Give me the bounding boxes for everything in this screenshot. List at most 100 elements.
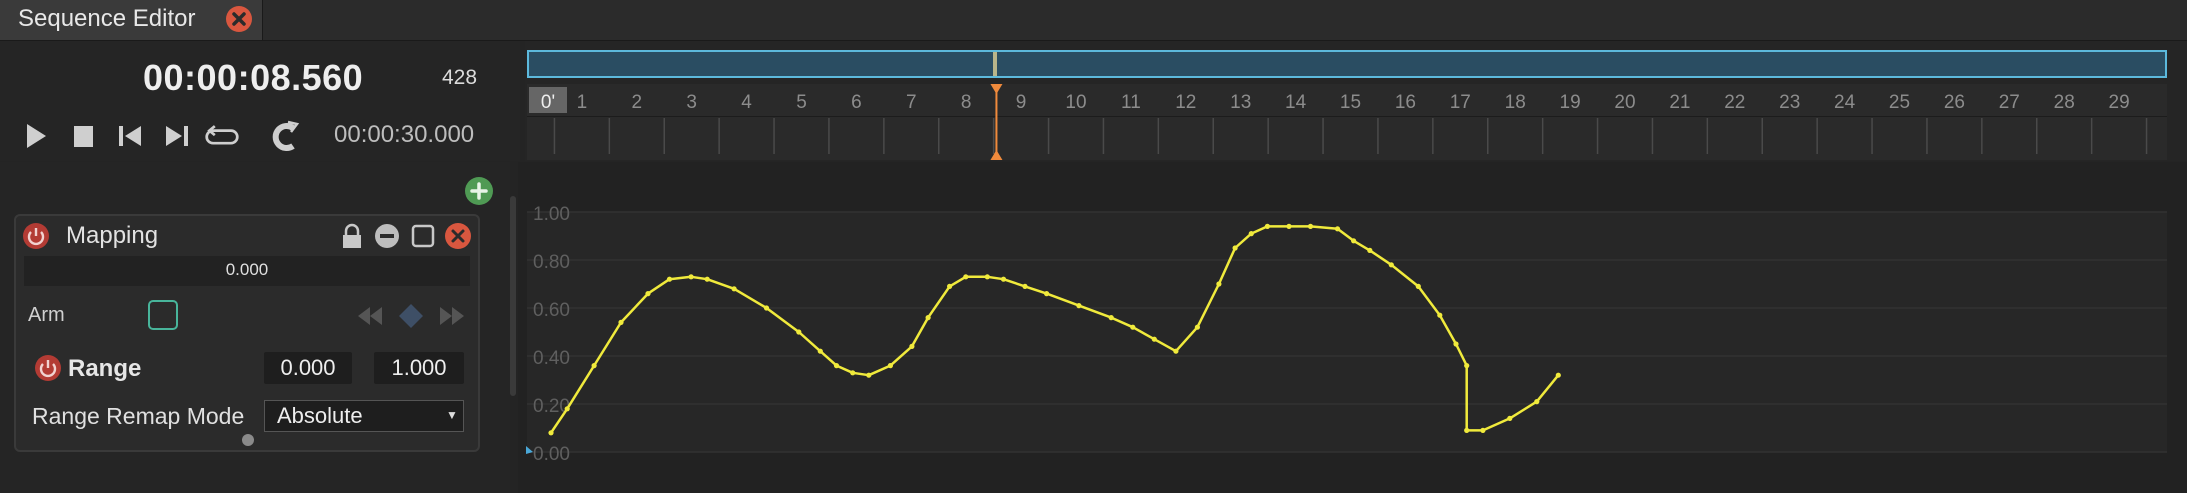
curve-keyframe[interactable] <box>645 291 651 297</box>
curve-keyframe[interactable] <box>1334 226 1341 232</box>
timeline-scrollbar[interactable] <box>527 50 2167 78</box>
curve-keyframe[interactable] <box>1351 238 1357 244</box>
total-duration[interactable]: 00:00:30.000 <box>334 121 475 148</box>
curve-keyframe[interactable] <box>1076 303 1082 309</box>
add-layer-icon[interactable] <box>464 176 494 206</box>
curve-keyframe[interactable] <box>1415 283 1421 289</box>
ruler-tick-label: 22 <box>1724 92 1745 113</box>
curve-keyframe[interactable] <box>925 315 931 321</box>
loop-icon[interactable] <box>204 118 240 154</box>
y-tick-label: 0.40 <box>533 348 570 369</box>
playhead-top-marker <box>990 84 1003 94</box>
range-max-field[interactable]: 1.000 <box>374 352 464 384</box>
curve-keyframe[interactable] <box>548 430 554 436</box>
curve-keyframe[interactable] <box>1151 336 1157 342</box>
curve-keyframe[interactable] <box>833 363 840 369</box>
ruler-tick-label: 13 <box>1230 92 1251 113</box>
y-tick-label: 0.60 <box>533 300 570 321</box>
curve-keyframe[interactable] <box>850 370 856 376</box>
ruler-tick-label: 24 <box>1834 92 1856 113</box>
playhead[interactable] <box>990 84 1003 160</box>
layer-power-icon[interactable] <box>22 222 50 250</box>
arm-checkbox[interactable] <box>148 300 178 330</box>
lock-icon[interactable] <box>339 222 365 250</box>
previous-icon[interactable] <box>112 118 148 154</box>
curve-keyframe[interactable] <box>1232 245 1238 251</box>
stop-icon[interactable] <box>65 118 101 154</box>
current-timecode: 00:00:08.560 <box>143 57 364 98</box>
ruler-tick-label: 11 <box>1121 92 1141 113</box>
curve-keyframe[interactable] <box>963 274 969 280</box>
curve-keyframe[interactable] <box>1507 415 1513 421</box>
ruler-start-label: 0' <box>541 92 555 113</box>
curve-keyframe[interactable] <box>564 406 570 412</box>
curve-keyframe[interactable] <box>591 363 597 369</box>
curve-keyframe[interactable] <box>1044 291 1050 297</box>
add-key-icon[interactable] <box>397 302 425 330</box>
ruler-tick-label: 20 <box>1614 92 1635 113</box>
ruler-tick-label: 29 <box>2109 92 2130 113</box>
curve-keyframe[interactable] <box>1464 427 1470 433</box>
automation-curve[interactable] <box>548 223 1561 436</box>
curve-keyframe[interactable] <box>1453 341 1459 347</box>
curve-keyframe[interactable] <box>1264 223 1270 229</box>
ruler-tick-label: 14 <box>1285 92 1307 113</box>
curve-keyframe[interactable] <box>1216 281 1222 287</box>
curve-keyframe[interactable] <box>763 305 770 311</box>
curve-keyframe[interactable] <box>688 274 694 280</box>
curve-keyframe[interactable] <box>1286 223 1292 229</box>
curve-keyframe[interactable] <box>1130 324 1136 330</box>
panel-divider[interactable] <box>510 196 516 396</box>
curve-keyframe[interactable] <box>909 343 915 349</box>
layer-value-bar[interactable] <box>24 256 470 286</box>
previous-key-icon[interactable] <box>356 304 384 328</box>
curve-keyframe[interactable] <box>1534 399 1540 405</box>
close-icon[interactable] <box>224 4 254 34</box>
next-key-icon[interactable] <box>438 304 466 328</box>
play-icon[interactable] <box>18 118 54 154</box>
curve-keyframe[interactable] <box>1000 276 1007 282</box>
ruler-tick-label: 7 <box>906 92 917 113</box>
curve-keyframe[interactable] <box>704 276 710 282</box>
curve-keyframe[interactable] <box>618 319 624 325</box>
layer-value: 0.000 <box>225 260 269 279</box>
curve-keyframe[interactable] <box>1173 348 1179 354</box>
tab-sequence-editor[interactable]: Sequence Editor <box>0 0 263 40</box>
ruler-tick-label: 25 <box>1889 92 1910 113</box>
curve-keyframe[interactable] <box>1108 315 1114 321</box>
curve-keyframe[interactable] <box>1437 312 1443 318</box>
remove-layer-icon[interactable] <box>444 222 472 250</box>
curve-keyframe[interactable] <box>1464 363 1470 369</box>
curve-keyframe[interactable] <box>731 286 737 292</box>
curve-keyframe[interactable] <box>1367 247 1373 253</box>
curve-keyframe[interactable] <box>947 283 953 289</box>
curve-keyframe[interactable] <box>887 363 893 369</box>
curve-keyframe[interactable] <box>1480 427 1486 433</box>
range-min-field[interactable]: 0.000 <box>264 352 352 384</box>
curve-keyframe[interactable] <box>1555 372 1561 378</box>
curve-keyframe[interactable] <box>1022 283 1028 289</box>
curve-keyframe[interactable] <box>1248 231 1254 237</box>
playhead-bottom-marker <box>990 150 1003 160</box>
automation-curve-chart[interactable]: 0.00 0.20 0.40 0.60 0.80 1.00 <box>518 162 2187 493</box>
curve-keyframe[interactable] <box>866 372 872 378</box>
ruler-tick-label: 5 <box>796 92 807 113</box>
curve-keyframe[interactable] <box>984 274 990 280</box>
curve-keyframe[interactable] <box>1307 223 1314 229</box>
curve-keyframe[interactable] <box>1388 262 1394 268</box>
timeline-ruler[interactable]: 0' 1 2 3 4 5 6 7 8 9 10 11 12 13 14 15 16 17 18 19 20 21 22 23… <box>527 84 2167 160</box>
range-power-icon[interactable] <box>34 354 62 382</box>
minimize-icon[interactable] <box>373 222 401 250</box>
curve-keyframe[interactable] <box>817 348 823 354</box>
curve-keyframe[interactable] <box>796 329 802 335</box>
scrollbar-time-marker <box>993 52 997 76</box>
ruler-tick-label: 28 <box>2054 92 2075 113</box>
next-icon[interactable] <box>159 118 195 154</box>
curve-keyframe[interactable] <box>1194 324 1200 330</box>
curve-keyframe[interactable] <box>666 276 673 282</box>
range-remap-mode-select[interactable]: Absolute <box>264 400 464 432</box>
snap-magnet-icon[interactable] <box>267 118 303 154</box>
y-tick-label: 1.00 <box>533 204 570 225</box>
maximize-icon[interactable] <box>409 222 437 250</box>
layer-resize-handle[interactable] <box>242 434 254 446</box>
